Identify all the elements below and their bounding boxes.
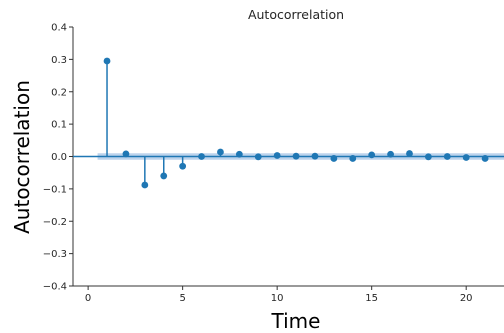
x-tick-label: 15 <box>365 293 378 304</box>
stem-marker <box>141 181 149 189</box>
stem-marker <box>254 153 262 161</box>
y-tick-label: −0.2 <box>43 217 67 228</box>
y-tick-label: 0.3 <box>51 55 67 66</box>
stem-marker <box>311 152 319 160</box>
stem-marker <box>103 57 111 65</box>
y-tick-label: −0.3 <box>43 249 67 260</box>
y-tick-label: 0.4 <box>51 23 67 34</box>
stem-marker <box>424 153 432 161</box>
stem-marker <box>443 153 451 160</box>
x-axis-label: Time <box>271 309 321 333</box>
plot-area: −0.4 −0.3 −0.2 −0.1 0.0 0.1 0.2 0.3 0.4 0 5 10 15 20 <box>43 23 504 304</box>
x-tick-label: 20 <box>460 293 473 304</box>
x-tick-label: 5 <box>179 293 185 304</box>
stem-marker <box>217 148 224 156</box>
y-tick-label: −0.4 <box>43 282 67 293</box>
stem-marker <box>122 150 130 158</box>
y-tick-label: 0.2 <box>51 87 67 98</box>
stem-marker <box>481 155 489 162</box>
x-tick-label: 0 <box>85 293 91 304</box>
y-axis-label: Autocorrelation <box>10 80 34 234</box>
stem-marker <box>330 155 338 162</box>
chart-title: Autocorrelation <box>248 7 344 22</box>
stem-marker <box>292 152 300 160</box>
stem-marker <box>235 150 243 158</box>
stem-marker <box>368 151 376 159</box>
stem-marker <box>387 150 394 158</box>
stem-marker <box>273 152 281 159</box>
stem-marker <box>349 155 357 162</box>
stem-marker <box>198 153 205 160</box>
y-tick-label: 0.0 <box>51 152 67 163</box>
y-tick-label: −0.1 <box>43 184 67 195</box>
stem-marker <box>406 150 413 157</box>
stem-marker <box>160 172 168 180</box>
stem-marker <box>462 154 470 161</box>
stem-marker <box>179 162 187 170</box>
y-tick-label: 0.1 <box>51 120 67 131</box>
x-tick-label: 10 <box>271 293 284 304</box>
